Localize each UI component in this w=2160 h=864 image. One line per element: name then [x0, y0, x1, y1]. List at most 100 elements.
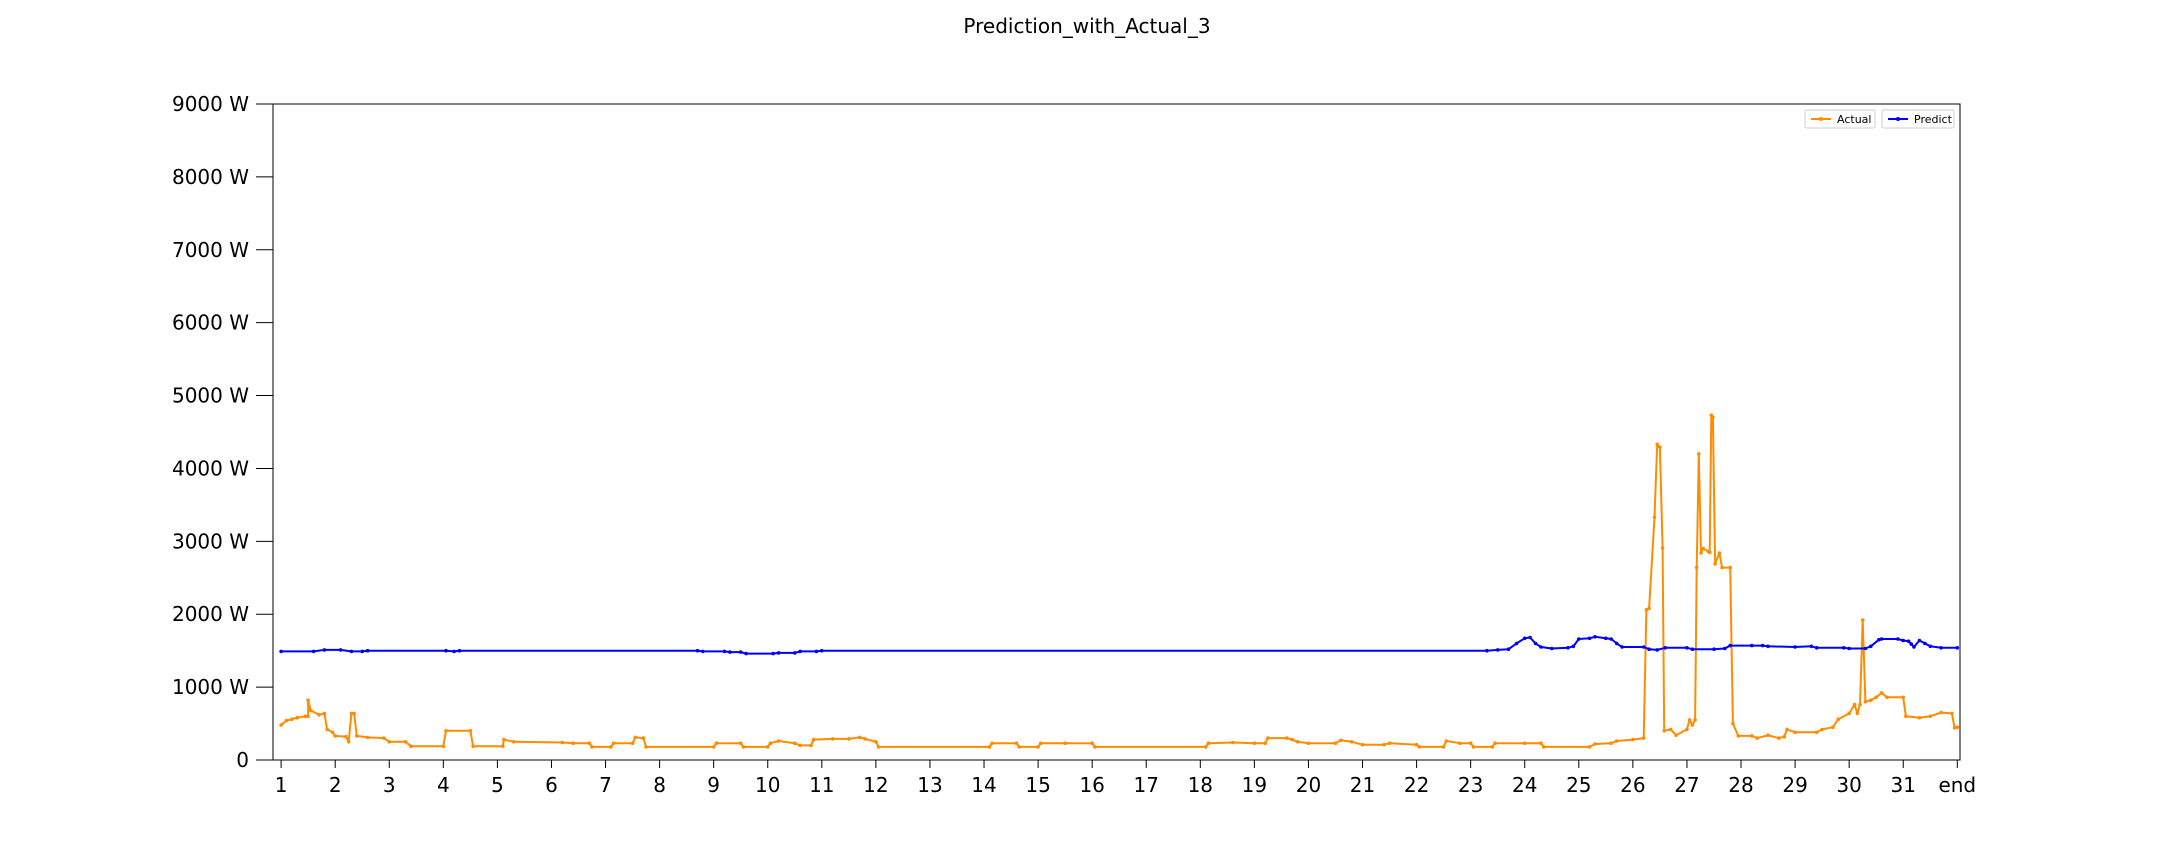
data-point-actual — [1874, 695, 1878, 700]
data-point-actual — [1263, 741, 1267, 745]
x-tick-label: 24 — [1512, 773, 1537, 797]
data-point-predict — [322, 648, 327, 652]
data-point-predict — [1528, 635, 1532, 640]
data-point-predict — [1550, 646, 1554, 651]
data-point-actual — [387, 740, 392, 744]
x-tick-label: 28 — [1728, 773, 1753, 797]
data-point-actual — [876, 745, 881, 749]
data-point-actual — [609, 745, 613, 749]
legend-box — [1881, 109, 1955, 129]
data-point-actual — [330, 730, 335, 735]
x-tick-label: 9 — [707, 773, 720, 797]
y-tick-label: 3000 W — [172, 529, 249, 553]
data-point-actual — [1668, 727, 1673, 732]
data-point-predict — [1522, 636, 1527, 641]
series-predict — [279, 635, 1960, 656]
data-point-predict — [1609, 637, 1613, 641]
data-point-actual — [471, 744, 475, 748]
data-point-predict — [1571, 644, 1576, 649]
x-tick-label: 19 — [1242, 773, 1267, 797]
data-point-actual — [403, 740, 408, 744]
data-point-predict — [1809, 644, 1814, 649]
data-point-actual — [765, 745, 770, 749]
data-point-predict — [1814, 646, 1819, 650]
x-tick-label: 2 — [329, 773, 342, 797]
data-point-actual — [306, 714, 310, 719]
data-point-predict — [1923, 641, 1927, 646]
series-actual — [279, 413, 1960, 749]
data-point-predict — [1663, 646, 1668, 650]
data-point-predict — [738, 650, 743, 654]
data-point-actual — [1847, 711, 1851, 716]
data-point-actual — [1860, 618, 1865, 622]
x-tick-label: 10 — [755, 773, 780, 797]
x-tick-label: 11 — [809, 773, 834, 797]
data-point-actual — [1471, 745, 1476, 749]
data-point-actual — [1290, 737, 1294, 742]
data-point-actual — [1711, 415, 1715, 420]
x-tick-label: 5 — [491, 773, 504, 797]
data-point-actual — [502, 737, 506, 742]
data-point-actual — [768, 741, 773, 745]
y-tick-label: 5000 W — [172, 384, 249, 408]
data-point-predict — [820, 648, 824, 653]
data-point-actual — [317, 713, 321, 717]
data-point-actual — [1490, 745, 1495, 749]
x-tick-label: 26 — [1620, 773, 1645, 797]
x-tick-label: 1 — [275, 773, 288, 797]
data-point-actual — [1904, 714, 1908, 719]
data-point-actual — [641, 736, 646, 740]
data-point-actual — [1614, 739, 1619, 743]
data-point-actual — [1707, 550, 1712, 555]
legend: Actual Predict — [1804, 109, 1955, 129]
data-point-actual — [1939, 710, 1943, 715]
series-layer — [279, 413, 1960, 749]
data-point-predict — [311, 649, 316, 654]
data-point-actual — [1252, 741, 1257, 745]
data-point-actual — [1685, 727, 1689, 732]
data-point-actual — [1587, 745, 1592, 749]
data-point-predict — [349, 649, 354, 654]
data-point-actual — [990, 741, 994, 745]
data-point-actual — [1694, 565, 1699, 570]
data-point-actual — [1852, 702, 1857, 707]
data-point-actual — [1674, 733, 1678, 737]
data-point-predict — [1939, 646, 1943, 650]
data-point-predict — [1539, 645, 1543, 649]
data-point-actual — [1339, 738, 1343, 743]
data-point-predict — [1901, 638, 1905, 643]
data-point-actual — [1952, 726, 1957, 730]
data-point-predict — [1641, 645, 1646, 649]
data-point-actual — [409, 744, 413, 748]
data-point-actual — [349, 711, 354, 716]
data-point-actual — [441, 744, 446, 748]
data-point-actual — [306, 698, 310, 702]
data-point-predict — [793, 651, 797, 655]
data-point-predict — [365, 648, 370, 653]
data-point-actual — [1717, 551, 1722, 555]
data-point-predict — [776, 651, 781, 655]
data-point-actual — [1755, 736, 1759, 740]
y-tick-label: 0 — [236, 748, 249, 772]
data-point-actual — [1036, 745, 1040, 749]
data-point-actual — [1360, 742, 1365, 747]
data-point-actual — [863, 737, 867, 741]
data-point-actual — [830, 737, 835, 741]
data-point-actual — [611, 741, 616, 745]
data-point-predict — [1928, 644, 1933, 649]
x-tick-label: 7 — [599, 773, 612, 797]
legend-item-predict: Predict — [1881, 109, 1955, 129]
legend-marker-predict — [1896, 117, 1900, 121]
data-point-actual — [1660, 546, 1665, 550]
data-point-predict — [1955, 646, 1960, 650]
x-tick-label: 8 — [653, 773, 666, 797]
data-point-predict — [1723, 646, 1727, 651]
data-point-actual — [290, 717, 294, 721]
data-point-predict — [1514, 641, 1519, 646]
data-point-actual — [793, 741, 797, 745]
data-point-actual — [1017, 745, 1021, 749]
data-point-actual — [1266, 736, 1270, 740]
data-point-predict — [1620, 645, 1624, 649]
data-point-actual — [1090, 741, 1094, 745]
